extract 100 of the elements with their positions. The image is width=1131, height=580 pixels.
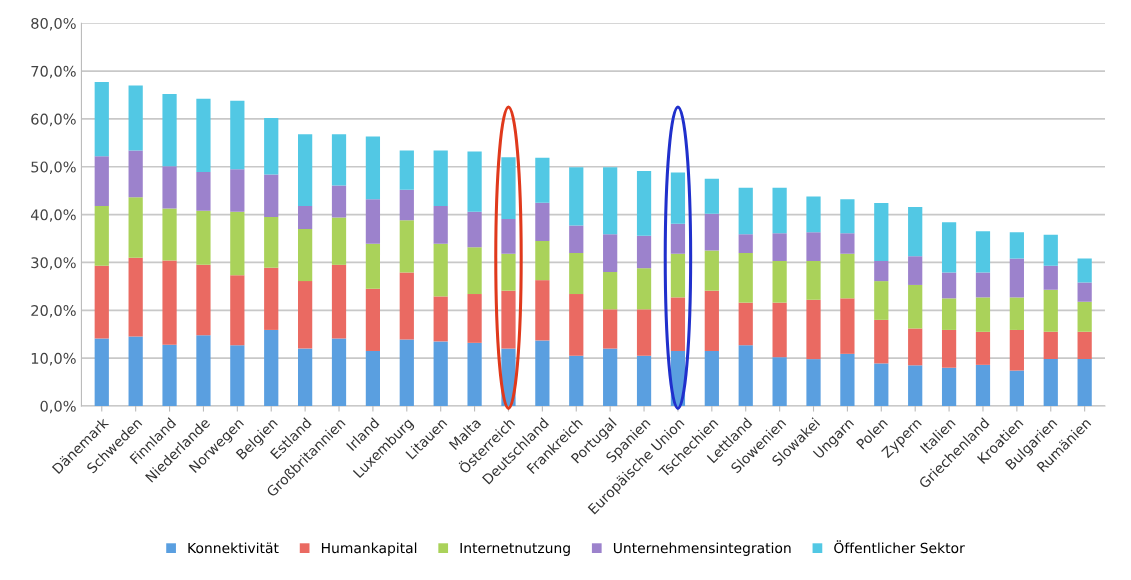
bar bbox=[941, 329, 957, 368]
bar bbox=[772, 357, 787, 406]
bar bbox=[603, 348, 618, 406]
bar bbox=[365, 136, 381, 200]
y-tick-label: 40,0% bbox=[30, 209, 76, 222]
bar bbox=[840, 298, 855, 354]
bar bbox=[840, 353, 855, 406]
bar bbox=[331, 338, 347, 406]
bar bbox=[196, 335, 211, 406]
bar bbox=[908, 284, 923, 329]
bar bbox=[230, 100, 245, 170]
bar bbox=[399, 339, 414, 406]
bar bbox=[738, 234, 753, 253]
bar bbox=[603, 234, 618, 273]
bar bbox=[670, 223, 686, 254]
bar bbox=[908, 256, 923, 285]
legend-label: Internetnutzung bbox=[460, 542, 570, 556]
bar bbox=[399, 189, 414, 221]
bar bbox=[264, 267, 279, 330]
bar bbox=[975, 297, 991, 332]
bar bbox=[704, 290, 719, 351]
bar bbox=[670, 172, 686, 224]
bar bbox=[772, 302, 787, 358]
bar bbox=[128, 257, 143, 337]
bar bbox=[331, 264, 347, 339]
bar bbox=[806, 261, 821, 300]
bar bbox=[1043, 331, 1058, 360]
bar bbox=[467, 294, 482, 343]
bar bbox=[636, 171, 652, 236]
bar bbox=[772, 233, 787, 262]
bar bbox=[569, 167, 584, 226]
bar bbox=[162, 208, 177, 261]
bar bbox=[230, 211, 245, 276]
legend-label: Unternehmensintegration bbox=[613, 542, 791, 556]
bar bbox=[603, 309, 618, 349]
y-tick-label: 20,0% bbox=[31, 305, 76, 318]
bar bbox=[874, 281, 889, 320]
bar bbox=[806, 299, 821, 360]
bar bbox=[704, 350, 719, 406]
bar bbox=[433, 243, 448, 297]
bar bbox=[1077, 258, 1092, 283]
bar bbox=[1009, 329, 1024, 371]
bar bbox=[704, 178, 719, 214]
bar bbox=[1077, 282, 1092, 302]
y-tick-label: 50,0% bbox=[31, 161, 76, 174]
bar bbox=[230, 345, 245, 406]
bar bbox=[298, 205, 313, 229]
bar bbox=[1009, 232, 1024, 259]
bar bbox=[535, 202, 550, 241]
bar bbox=[535, 157, 550, 203]
bar bbox=[467, 151, 482, 212]
bar bbox=[399, 272, 414, 340]
bar bbox=[569, 252, 584, 295]
bar bbox=[501, 218, 516, 254]
bar bbox=[569, 294, 584, 356]
bar bbox=[975, 331, 991, 365]
bar bbox=[264, 117, 279, 175]
bar bbox=[162, 166, 177, 209]
bar bbox=[94, 265, 109, 339]
bar bbox=[162, 344, 177, 406]
y-tick-label: 10,0% bbox=[31, 352, 76, 366]
bar bbox=[806, 196, 821, 233]
bar bbox=[467, 211, 482, 248]
bar bbox=[636, 355, 652, 406]
bar bbox=[806, 359, 821, 406]
bar bbox=[975, 231, 991, 273]
bar bbox=[230, 275, 245, 346]
bar bbox=[365, 350, 381, 406]
bar bbox=[874, 363, 889, 406]
bar bbox=[908, 328, 923, 366]
bar bbox=[636, 309, 652, 356]
bar bbox=[975, 364, 991, 406]
bar bbox=[1009, 258, 1024, 298]
bar bbox=[670, 253, 686, 298]
bar bbox=[365, 288, 381, 351]
bar bbox=[840, 233, 855, 254]
bar bbox=[941, 222, 957, 273]
bar bbox=[941, 272, 957, 299]
bar bbox=[467, 342, 482, 406]
bar bbox=[196, 172, 211, 211]
bar bbox=[941, 367, 957, 406]
bar bbox=[433, 296, 448, 342]
y-tick-label: 0,0% bbox=[40, 400, 76, 414]
bar bbox=[535, 280, 550, 341]
bar bbox=[636, 235, 652, 269]
bar bbox=[704, 250, 719, 291]
legend-label: Konnektivität bbox=[188, 542, 279, 554]
bar bbox=[840, 199, 855, 234]
bar bbox=[535, 240, 550, 281]
legend-label: Humankapital bbox=[321, 542, 417, 556]
bar bbox=[162, 260, 177, 345]
bar bbox=[433, 150, 448, 206]
bar bbox=[331, 217, 347, 265]
bar bbox=[501, 157, 516, 219]
bar bbox=[264, 216, 279, 268]
bar bbox=[569, 225, 584, 253]
bar bbox=[94, 205, 109, 266]
bar bbox=[1043, 265, 1058, 290]
bar bbox=[772, 187, 787, 234]
bar bbox=[569, 355, 584, 406]
